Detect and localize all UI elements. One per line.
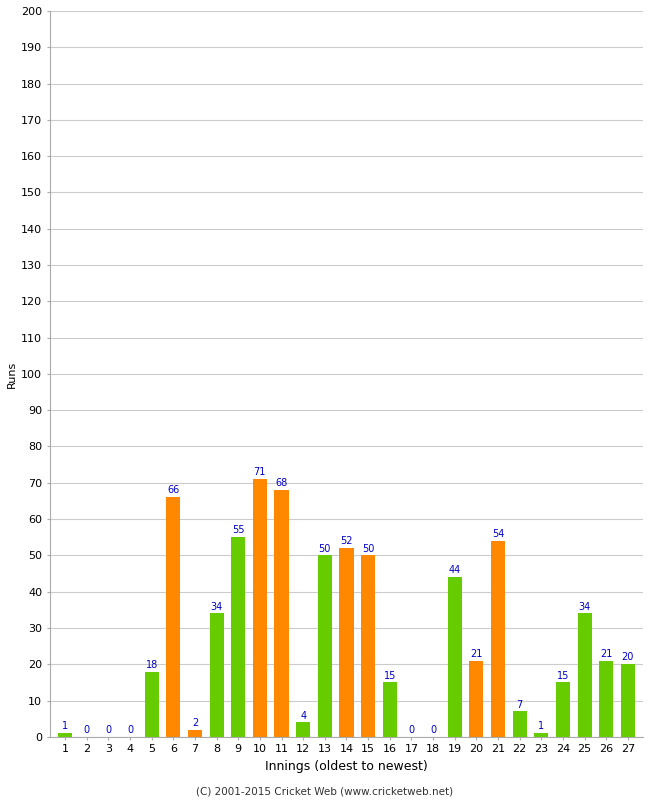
Bar bbox=[274, 490, 289, 737]
Bar bbox=[361, 555, 375, 737]
Bar bbox=[448, 577, 462, 737]
Text: 21: 21 bbox=[470, 649, 482, 659]
Text: 34: 34 bbox=[578, 602, 591, 612]
Bar bbox=[253, 479, 267, 737]
Bar bbox=[383, 682, 396, 737]
Text: 7: 7 bbox=[517, 700, 523, 710]
Text: 4: 4 bbox=[300, 710, 306, 721]
Text: 34: 34 bbox=[211, 602, 223, 612]
X-axis label: Innings (oldest to newest): Innings (oldest to newest) bbox=[265, 760, 428, 773]
Text: (C) 2001-2015 Cricket Web (www.cricketweb.net): (C) 2001-2015 Cricket Web (www.cricketwe… bbox=[196, 786, 454, 796]
Text: 44: 44 bbox=[448, 566, 461, 575]
Text: 50: 50 bbox=[318, 543, 331, 554]
Text: 71: 71 bbox=[254, 467, 266, 478]
Text: 55: 55 bbox=[232, 526, 244, 535]
Y-axis label: Runs: Runs bbox=[7, 360, 17, 387]
Text: 1: 1 bbox=[538, 722, 544, 731]
Bar bbox=[188, 730, 202, 737]
Text: 21: 21 bbox=[600, 649, 612, 659]
Bar bbox=[144, 671, 159, 737]
Bar bbox=[621, 664, 635, 737]
Text: 54: 54 bbox=[492, 529, 504, 539]
Bar bbox=[491, 541, 505, 737]
Bar bbox=[209, 614, 224, 737]
Bar bbox=[556, 682, 570, 737]
Bar bbox=[231, 538, 245, 737]
Text: 50: 50 bbox=[362, 543, 374, 554]
Bar bbox=[534, 734, 549, 737]
Text: 52: 52 bbox=[340, 536, 353, 546]
Bar bbox=[469, 661, 484, 737]
Bar bbox=[578, 614, 592, 737]
Text: 0: 0 bbox=[430, 725, 436, 735]
Text: 1: 1 bbox=[62, 722, 68, 731]
Text: 66: 66 bbox=[167, 486, 179, 495]
Text: 0: 0 bbox=[408, 725, 415, 735]
Bar bbox=[58, 734, 72, 737]
Text: 18: 18 bbox=[146, 660, 158, 670]
Text: 2: 2 bbox=[192, 718, 198, 728]
Text: 20: 20 bbox=[621, 653, 634, 662]
Bar bbox=[599, 661, 614, 737]
Text: 15: 15 bbox=[384, 670, 396, 681]
Text: 0: 0 bbox=[84, 725, 90, 735]
Bar bbox=[513, 711, 526, 737]
Text: 68: 68 bbox=[276, 478, 288, 488]
Text: 15: 15 bbox=[557, 670, 569, 681]
Bar bbox=[318, 555, 332, 737]
Bar bbox=[166, 498, 180, 737]
Text: 0: 0 bbox=[127, 725, 133, 735]
Bar bbox=[339, 548, 354, 737]
Text: 0: 0 bbox=[105, 725, 111, 735]
Bar bbox=[296, 722, 310, 737]
